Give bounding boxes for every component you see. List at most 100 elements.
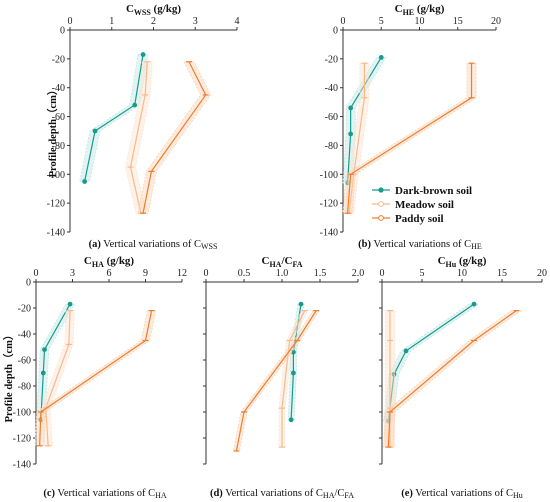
series-line [281, 310, 306, 448]
y-tick-label: -80 [52, 141, 65, 152]
legend-marker [378, 201, 384, 207]
x-tick-label: 10 [415, 16, 425, 27]
x-tick-label: 20 [491, 16, 501, 27]
x-tick-label: 4 [235, 16, 240, 27]
x-tick-label: 10 [457, 268, 467, 279]
panel-c: 0 3 6 9 12 0 -20 -40 -60 -80 -100 -120 -140 CHA (g/kg… [13, 255, 187, 500]
series-line [346, 63, 473, 214]
x-tick-label: 2 [151, 16, 156, 27]
data-point [140, 52, 146, 57]
x-tick-label: 3 [193, 16, 198, 27]
y-tick-label: -140 [47, 228, 65, 239]
y-tick-label: -60 [325, 112, 338, 123]
series-band [342, 57, 387, 184]
data-point [92, 128, 98, 134]
data-point [348, 105, 354, 111]
panel-title: CHE (g/kg) [395, 3, 445, 17]
x-tick-label: 20 [537, 268, 547, 279]
series-line [387, 310, 517, 448]
data-point [132, 102, 138, 108]
x-tick-label: 0 [204, 268, 209, 279]
series-band [342, 62, 477, 214]
series-line [40, 303, 71, 420]
x-tick-label: 0 [380, 268, 385, 279]
y-tick-label: -100 [47, 170, 65, 181]
series-line [348, 63, 366, 214]
legend-marker [378, 215, 384, 221]
series-band [137, 61, 212, 214]
x-tick-label: 0.5 [238, 268, 251, 279]
y-tick-label: -20 [325, 54, 338, 65]
x-tick-label: 12 [177, 268, 187, 279]
y-tick-label: -140 [13, 460, 31, 471]
panel-caption: (b) Vertical variations of CHE [358, 239, 482, 251]
x-tick-label: 1.0 [276, 268, 289, 279]
panel-a: 0 1 2 3 4 0 -20 -40 -60 -80 -100 -120 -140 CWSS (g/kg… [47, 3, 240, 251]
x-tick-label: 1.5 [314, 268, 327, 279]
series-line [387, 303, 475, 422]
x-tick-label: 2.0 [352, 268, 365, 279]
series-band [34, 310, 157, 447]
y-tick-label: -20 [18, 304, 31, 315]
x-tick-label: 15 [453, 16, 463, 27]
data-point [291, 370, 296, 376]
y-axis-label-bottom: Profile depth（cm） [2, 330, 15, 423]
data-point [298, 301, 304, 307]
y-tick-label: -80 [18, 382, 31, 393]
panel-title: CHu (g/kg) [438, 255, 487, 269]
panel-b: 0 5 10 15 20 0 -20 -40 -60 -80 -100 -120 -140 CHE (g/… [320, 3, 501, 251]
y-tick-label: -100 [13, 408, 31, 419]
panel-caption: (d) Vertical variations of CHA/CFA [210, 488, 354, 500]
x-tick-label: 5 [379, 16, 384, 27]
series-line [290, 304, 302, 420]
series-band [232, 310, 320, 452]
series-line [39, 310, 153, 446]
series-band [383, 310, 523, 448]
y-tick-label: -60 [52, 112, 65, 123]
y-tick-label: -60 [18, 356, 31, 367]
data-point [40, 370, 46, 376]
data-point [345, 180, 350, 186]
panel-d: 0 0.5 1.0 1.5 2.0 CHA/CFA (d) Vertical variati… [203, 255, 364, 500]
panel-title: CHA (g/kg) [84, 255, 135, 269]
x-tick-label: 9 [143, 268, 148, 279]
x-tick-label: 1 [109, 16, 114, 27]
data-point [391, 371, 397, 377]
series-line [142, 61, 207, 214]
data-point [348, 131, 354, 137]
y-tick-label: -40 [325, 83, 338, 94]
series-line [346, 57, 382, 183]
legend-item: Dark-brown soil [372, 185, 472, 197]
y-tick-label: -40 [52, 83, 65, 94]
data-point [288, 417, 294, 423]
data-point [42, 347, 47, 352]
y-tick-label: 0 [60, 26, 65, 37]
y-tick-label: -120 [47, 199, 65, 210]
data-point [291, 349, 296, 355]
legend-item: Paddy soil [372, 213, 444, 225]
y-tick-label: -120 [13, 434, 31, 445]
data-point [82, 179, 88, 184]
series-line [129, 61, 148, 214]
x-tick-label: 5 [420, 268, 425, 279]
panel-e: 0 5 10 15 20 CHu (g/kg) (e) Vertical variation… [379, 255, 547, 500]
data-point [67, 301, 73, 307]
y-tick-label: -20 [52, 54, 65, 65]
x-tick-label: 6 [107, 268, 112, 279]
data-point [403, 348, 409, 354]
series-band [278, 310, 309, 448]
series-line [235, 310, 317, 452]
panel-title: CWSS (g/kg) [126, 3, 181, 17]
panel-caption: (c) Vertical variations of CHA [43, 488, 167, 500]
panel-title: CHA/CFA [261, 255, 302, 269]
y-tick-label: -140 [320, 228, 338, 239]
x-tick-label: 0 [341, 16, 346, 27]
x-tick-label: 3 [70, 268, 75, 279]
data-point [378, 55, 384, 60]
legend-label: Meadow soil [395, 199, 454, 211]
y-tick-label: -80 [325, 141, 338, 152]
y-axis-label-top: Profile depth（cm） [46, 85, 59, 178]
y-tick-label: 0 [333, 26, 338, 37]
